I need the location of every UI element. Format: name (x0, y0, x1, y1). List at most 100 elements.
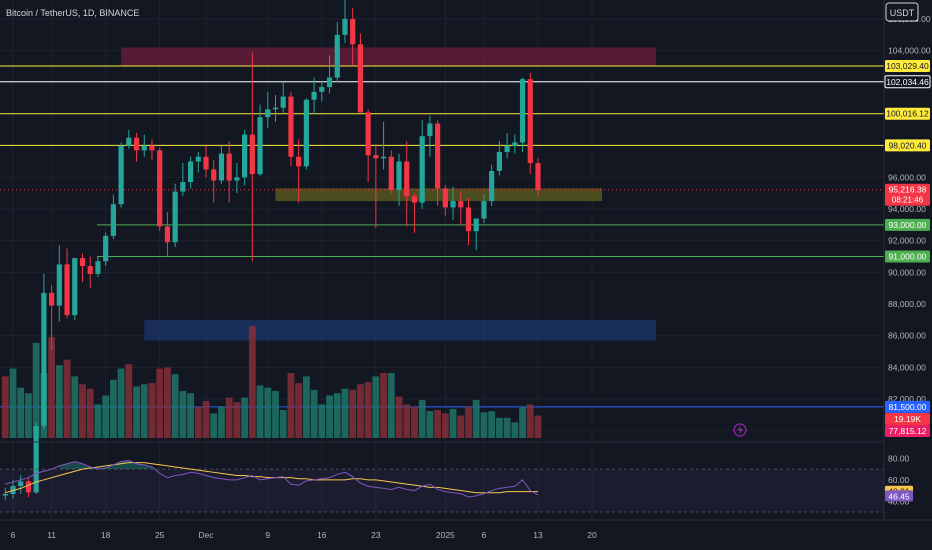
candle-body (118, 145, 124, 205)
volume-bar (164, 367, 171, 438)
volume-bar (341, 388, 349, 438)
candle-body (288, 96, 294, 157)
time-axis[interactable]: 6 11 18 25 Dec 9 16 23 2025 6 13 20 (0, 441, 932, 540)
candle-body (211, 169, 217, 181)
volume-bar (48, 337, 56, 438)
candle-body (357, 44, 364, 113)
volume-sub-badge (885, 425, 930, 437)
candle-body (242, 134, 248, 178)
volume-bar (233, 402, 241, 438)
volume-bar (63, 359, 71, 438)
candle-body (164, 226, 171, 243)
candle-body (342, 19, 348, 35)
candle-body (465, 207, 472, 232)
candle-body (195, 156, 201, 162)
volume-bar (264, 387, 272, 438)
candle-body (33, 425, 39, 493)
candle-body (473, 218, 479, 232)
candle-body (218, 153, 225, 181)
candle-body (427, 123, 433, 137)
volume-bar (357, 384, 364, 438)
price-zone (275, 188, 603, 202)
volume-bar (179, 390, 187, 438)
volume-badge (885, 413, 930, 425)
price-zones (121, 47, 657, 341)
candle-body (141, 145, 147, 151)
volume-bar (472, 399, 480, 438)
candle-body (187, 161, 194, 183)
volume-bar (333, 393, 341, 438)
volume-bar (403, 404, 411, 438)
price-tick-label: 90,000.00 (888, 267, 926, 277)
price-tick-label: 84,000.00 (888, 362, 926, 372)
level-price-label: 81,500.00 (889, 402, 927, 412)
volume-bar (411, 406, 418, 438)
candle-body (64, 264, 70, 316)
volume-bar (279, 410, 287, 438)
candle-body (249, 134, 255, 175)
candle-body (226, 153, 232, 181)
time-tick-label: Dec (198, 530, 214, 540)
candle-body (18, 481, 24, 487)
level-price-label: 103,029.40 (886, 61, 929, 71)
candle-body (296, 156, 302, 167)
time-tick-label: 6 (11, 530, 16, 540)
volume-bar (380, 373, 387, 438)
price-tick-label: 94,000.00 (888, 204, 926, 214)
time-tick-label: 20 (587, 530, 597, 540)
candles (2, 0, 541, 501)
level-price-label: 93,000.00 (889, 220, 927, 230)
candle-body (496, 152, 502, 171)
volume-bar (148, 383, 156, 438)
volume-bar (194, 406, 202, 438)
candle-body (319, 87, 325, 92)
volume-bar (465, 406, 472, 438)
candle-body (404, 161, 410, 197)
time-tick-label: 23 (371, 530, 381, 540)
level-price-label-bg (884, 75, 931, 89)
candle-body (504, 145, 510, 152)
volume-bar (349, 389, 357, 438)
rsi-value-badge (885, 490, 913, 502)
lightning-glyph (737, 425, 743, 435)
candle-body (133, 137, 140, 151)
level-price-label-bg (885, 107, 930, 120)
rsi-tick-label: 80.00 (888, 453, 910, 463)
candle-body (365, 112, 371, 156)
candle-body (72, 258, 78, 316)
candle-body (272, 107, 279, 110)
price-tick-label: 96,000.00 (888, 172, 926, 182)
candle-body (396, 161, 402, 190)
volume-bar (519, 406, 526, 438)
current-price-badge (885, 183, 930, 206)
volume-bar (503, 417, 511, 438)
level-price-label-bg (885, 139, 930, 152)
volume-bar (287, 373, 295, 438)
volume-bar (71, 376, 79, 438)
volume-bar (79, 384, 86, 438)
candle-body (180, 182, 186, 192)
level-price-label-bg (885, 250, 930, 263)
candle-body (280, 96, 286, 108)
candle-body (450, 201, 456, 208)
currency-button[interactable] (885, 2, 919, 22)
symbol-title: Bitcoin / TetherUS, 1D, BINANCE (6, 8, 139, 18)
candle-body (172, 191, 178, 243)
candle-body (126, 137, 132, 146)
volume-bar (109, 379, 117, 438)
volume-bar (318, 404, 326, 438)
candle-body (41, 292, 47, 426)
volume-bar (210, 413, 218, 438)
candle-body (350, 19, 356, 45)
rsi-ma-line (5, 462, 538, 494)
volume-bar (55, 365, 63, 438)
price-zone (144, 319, 657, 341)
volume-bar (125, 364, 133, 438)
time-tick-label: 16 (317, 530, 327, 540)
volume-bar (387, 373, 395, 438)
volume-bar (418, 399, 426, 438)
lightning-icon[interactable] (733, 423, 747, 437)
volume-bar (133, 386, 140, 438)
candle-body (87, 266, 93, 274)
